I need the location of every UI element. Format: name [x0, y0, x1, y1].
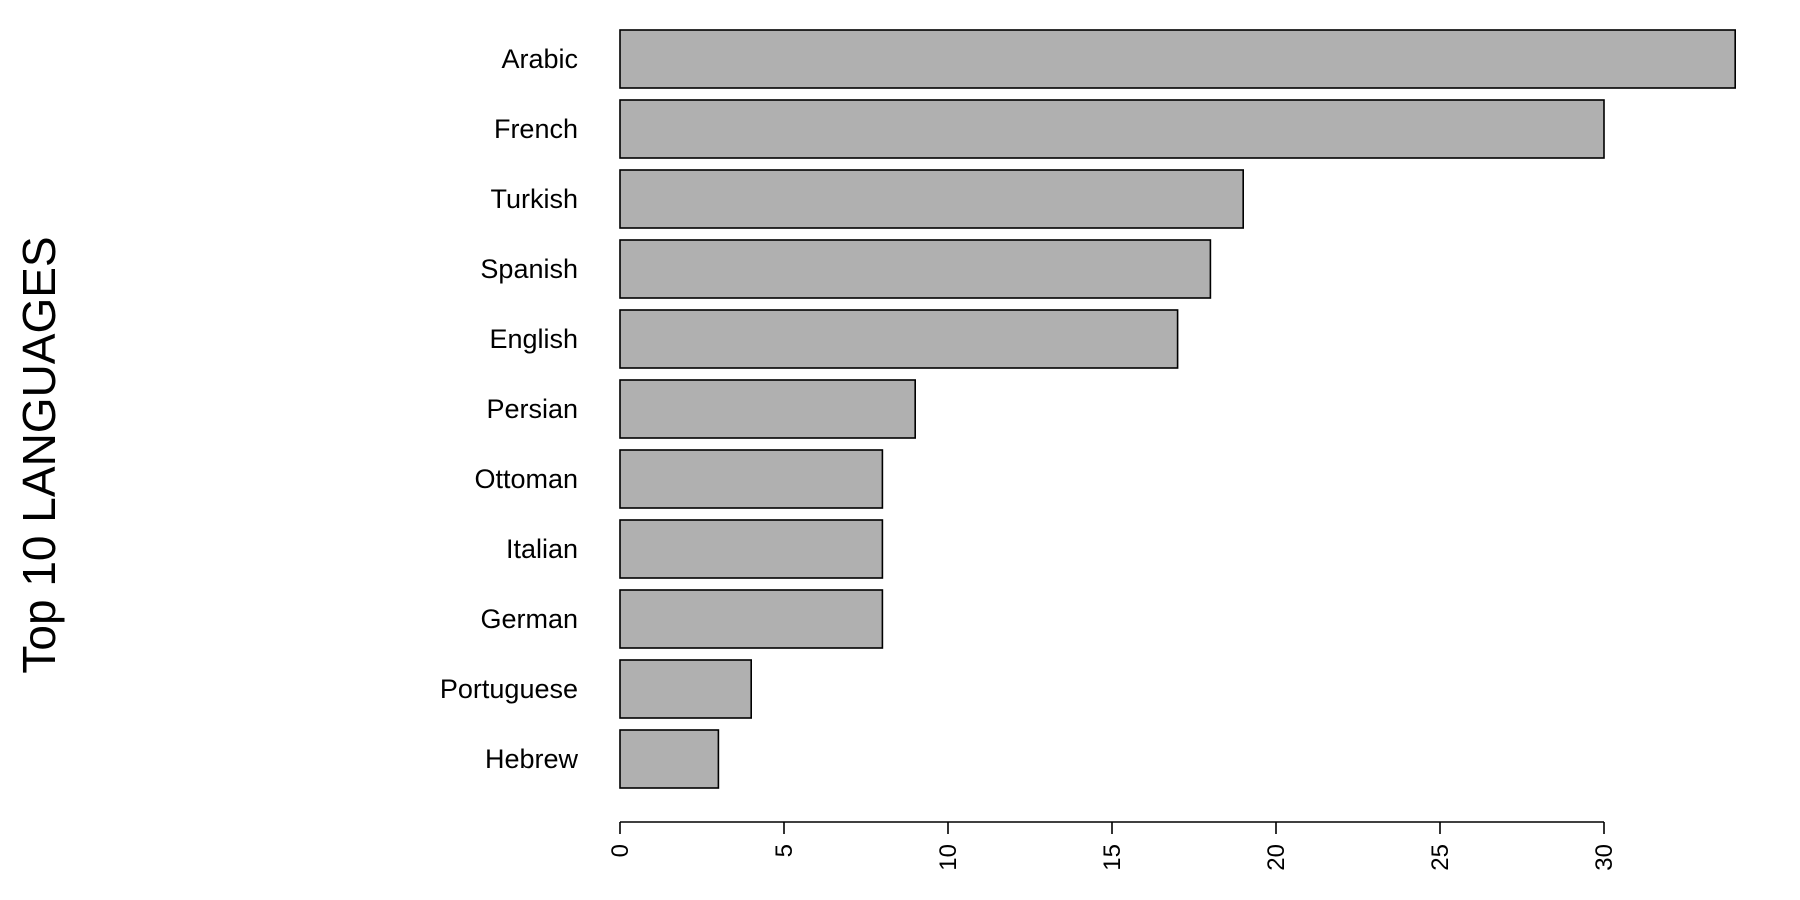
x-tick-label-25: 25 — [1427, 844, 1454, 871]
category-label-english: English — [489, 324, 578, 354]
bar-arabic — [619, 29, 1736, 89]
y-axis-label: Top 10 LANGUAGES — [13, 236, 65, 673]
category-label-ottoman: Ottoman — [474, 464, 578, 494]
bar-hebrew — [619, 729, 720, 789]
bar-english — [619, 309, 1179, 369]
bar-ottoman — [619, 449, 884, 509]
category-label-hebrew: Hebrew — [485, 744, 579, 774]
x-tick-label-30: 30 — [1591, 844, 1618, 871]
category-label-italian: Italian — [506, 534, 578, 564]
x-axis: 0 5 10 15 20 25 30 — [607, 821, 1618, 871]
category-label-portuguese: Portuguese — [440, 674, 578, 704]
category-label-turkish: Turkish — [490, 184, 578, 214]
category-label-french: French — [494, 114, 578, 144]
category-label-arabic: Arabic — [501, 44, 578, 74]
x-tick-label-10: 10 — [935, 844, 962, 871]
category-label-spanish: Spanish — [480, 254, 578, 284]
category-label-persian: Persian — [486, 394, 578, 424]
bar-spanish — [619, 239, 1212, 299]
bar-portuguese — [619, 659, 752, 719]
category-label-german: German — [480, 604, 578, 634]
bar-italian — [619, 519, 884, 579]
bar-turkish — [619, 169, 1245, 229]
x-tick-label-20: 20 — [1263, 844, 1290, 871]
bar-german — [619, 589, 884, 649]
bar-persian — [619, 379, 917, 439]
bar-french — [619, 99, 1605, 159]
x-tick-label-0: 0 — [607, 844, 634, 857]
bars-group — [619, 29, 1736, 789]
category-labels: Arabic French Turkish Spanish English Persian… — [440, 44, 579, 774]
x-tick-label-15: 15 — [1099, 844, 1126, 871]
x-tick-label-5: 5 — [771, 844, 798, 857]
